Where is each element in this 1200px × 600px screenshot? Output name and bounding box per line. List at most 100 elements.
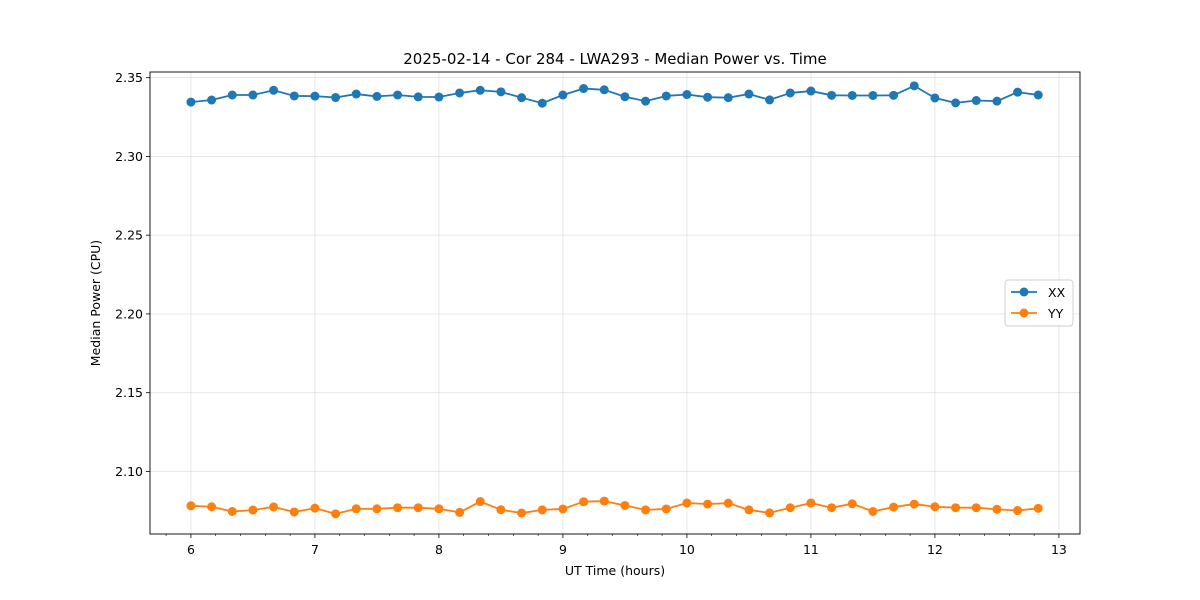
- series-yy-point: [227, 506, 237, 516]
- x-tick-label: 11: [803, 542, 819, 557]
- y-tick-label: 2.20: [115, 306, 143, 321]
- series-xx-point: [744, 89, 754, 99]
- series-xx-point: [951, 98, 961, 108]
- x-tick-label: 9: [559, 542, 567, 557]
- y-tick-label: 2.35: [115, 70, 143, 85]
- series-yy-point: [682, 498, 692, 508]
- series-xx-point: [641, 96, 651, 106]
- series-xx-point: [351, 89, 361, 99]
- series-yy-point: [475, 497, 485, 507]
- series-xx-point: [558, 90, 568, 100]
- series-yy-point: [455, 507, 465, 517]
- series-xx-point: [413, 92, 423, 102]
- x-tick-label: 7: [311, 542, 319, 557]
- series-xx-point: [455, 88, 465, 98]
- series-layer: [186, 81, 1043, 519]
- series-yy-point: [558, 504, 568, 514]
- series-xx-point: [269, 85, 279, 95]
- x-tick-label: 12: [927, 542, 943, 557]
- series-yy-point: [248, 505, 258, 515]
- series-xx-point: [372, 91, 382, 101]
- series-yy-point: [434, 504, 444, 514]
- series-xx-point: [620, 92, 630, 102]
- series-yy-point: [331, 509, 341, 519]
- series-xx-point: [1013, 87, 1023, 97]
- series-xx-point: [579, 84, 589, 94]
- y-tick-label: 2.15: [115, 385, 143, 400]
- series-xx-point: [930, 93, 940, 103]
- series-yy-point: [599, 496, 609, 506]
- series-xx-point: [331, 93, 341, 103]
- series-yy-point: [207, 502, 217, 512]
- series-xx-point: [889, 90, 899, 100]
- series-xx-point: [207, 95, 217, 105]
- series-xx-point: [186, 97, 196, 107]
- series-xx-point: [289, 91, 299, 101]
- series-xx-point: [227, 90, 237, 100]
- legend-yy-label: YY: [1047, 306, 1064, 321]
- series-yy-point: [744, 505, 754, 515]
- series-yy-point: [661, 504, 671, 514]
- series-yy-point: [868, 506, 878, 516]
- series-xx-point: [434, 92, 444, 102]
- series-yy-point: [847, 499, 857, 509]
- x-tick-label: 8: [435, 542, 443, 557]
- series-yy-point: [269, 502, 279, 512]
- series-yy-point: [537, 505, 547, 515]
- series-yy-point: [372, 504, 382, 514]
- series-xx-point: [971, 96, 981, 106]
- series-xx-point: [393, 90, 403, 100]
- series-yy-point: [930, 502, 940, 512]
- series-yy-point: [703, 499, 713, 509]
- series-yy-point: [496, 505, 506, 515]
- series-yy-point: [393, 503, 403, 513]
- series-xx-point: [475, 85, 485, 95]
- series-xx-point: [661, 91, 671, 101]
- series-xx-point: [785, 88, 795, 98]
- x-tick-label: 10: [679, 542, 695, 557]
- series-yy-point: [951, 503, 961, 513]
- series-xx-point: [496, 87, 506, 97]
- x-tick-label: 6: [187, 542, 195, 557]
- series-yy-point: [1033, 503, 1043, 513]
- series-yy-point: [765, 508, 775, 518]
- series-yy-point: [909, 499, 919, 509]
- series-xx-point: [868, 90, 878, 100]
- series-xx-point: [537, 98, 547, 108]
- series-yy-point: [517, 508, 527, 518]
- legend-xx-label: XX: [1048, 285, 1066, 300]
- series-xx-point: [765, 95, 775, 105]
- y-tick-label: 2.30: [115, 149, 143, 164]
- y-axis: 2.10 2.15 2.20 2.25 2.30 2.35: [115, 70, 150, 479]
- series-xx-point: [599, 85, 609, 95]
- legend-xx-marker: [1019, 287, 1029, 297]
- series-yy-point: [413, 503, 423, 513]
- y-tick-label: 2.10: [115, 464, 143, 479]
- series-yy-point: [723, 498, 733, 508]
- series-yy-point: [351, 504, 361, 514]
- series-xx-point: [703, 92, 713, 102]
- series-xx-point: [248, 90, 258, 100]
- series-xx-point: [827, 90, 837, 100]
- series-yy-point: [785, 503, 795, 513]
- x-axis: 6 7 8 9 10 11 12 13: [165, 534, 1067, 557]
- series-yy-point: [971, 503, 981, 513]
- series-xx-point: [310, 91, 320, 101]
- legend: XX YY: [1004, 279, 1074, 327]
- series-yy-point: [827, 503, 837, 513]
- series-xx-point: [682, 90, 692, 100]
- series-yy-point: [641, 505, 651, 515]
- series-yy-point: [1013, 506, 1023, 516]
- chart-title: 2025-02-14 - Cor 284 - LWA293 - Median P…: [403, 50, 827, 68]
- x-axis-label: UT Time (hours): [565, 563, 665, 578]
- y-tick-label: 2.25: [115, 228, 143, 243]
- series-xx-point: [847, 90, 857, 100]
- series-yy-point: [992, 504, 1002, 514]
- series-yy-point: [806, 498, 816, 508]
- series-xx-point: [806, 86, 816, 96]
- series-xx-point: [723, 93, 733, 103]
- series-yy-point: [579, 497, 589, 507]
- plot-frame: [149, 71, 1081, 535]
- series-xx-point: [992, 96, 1002, 106]
